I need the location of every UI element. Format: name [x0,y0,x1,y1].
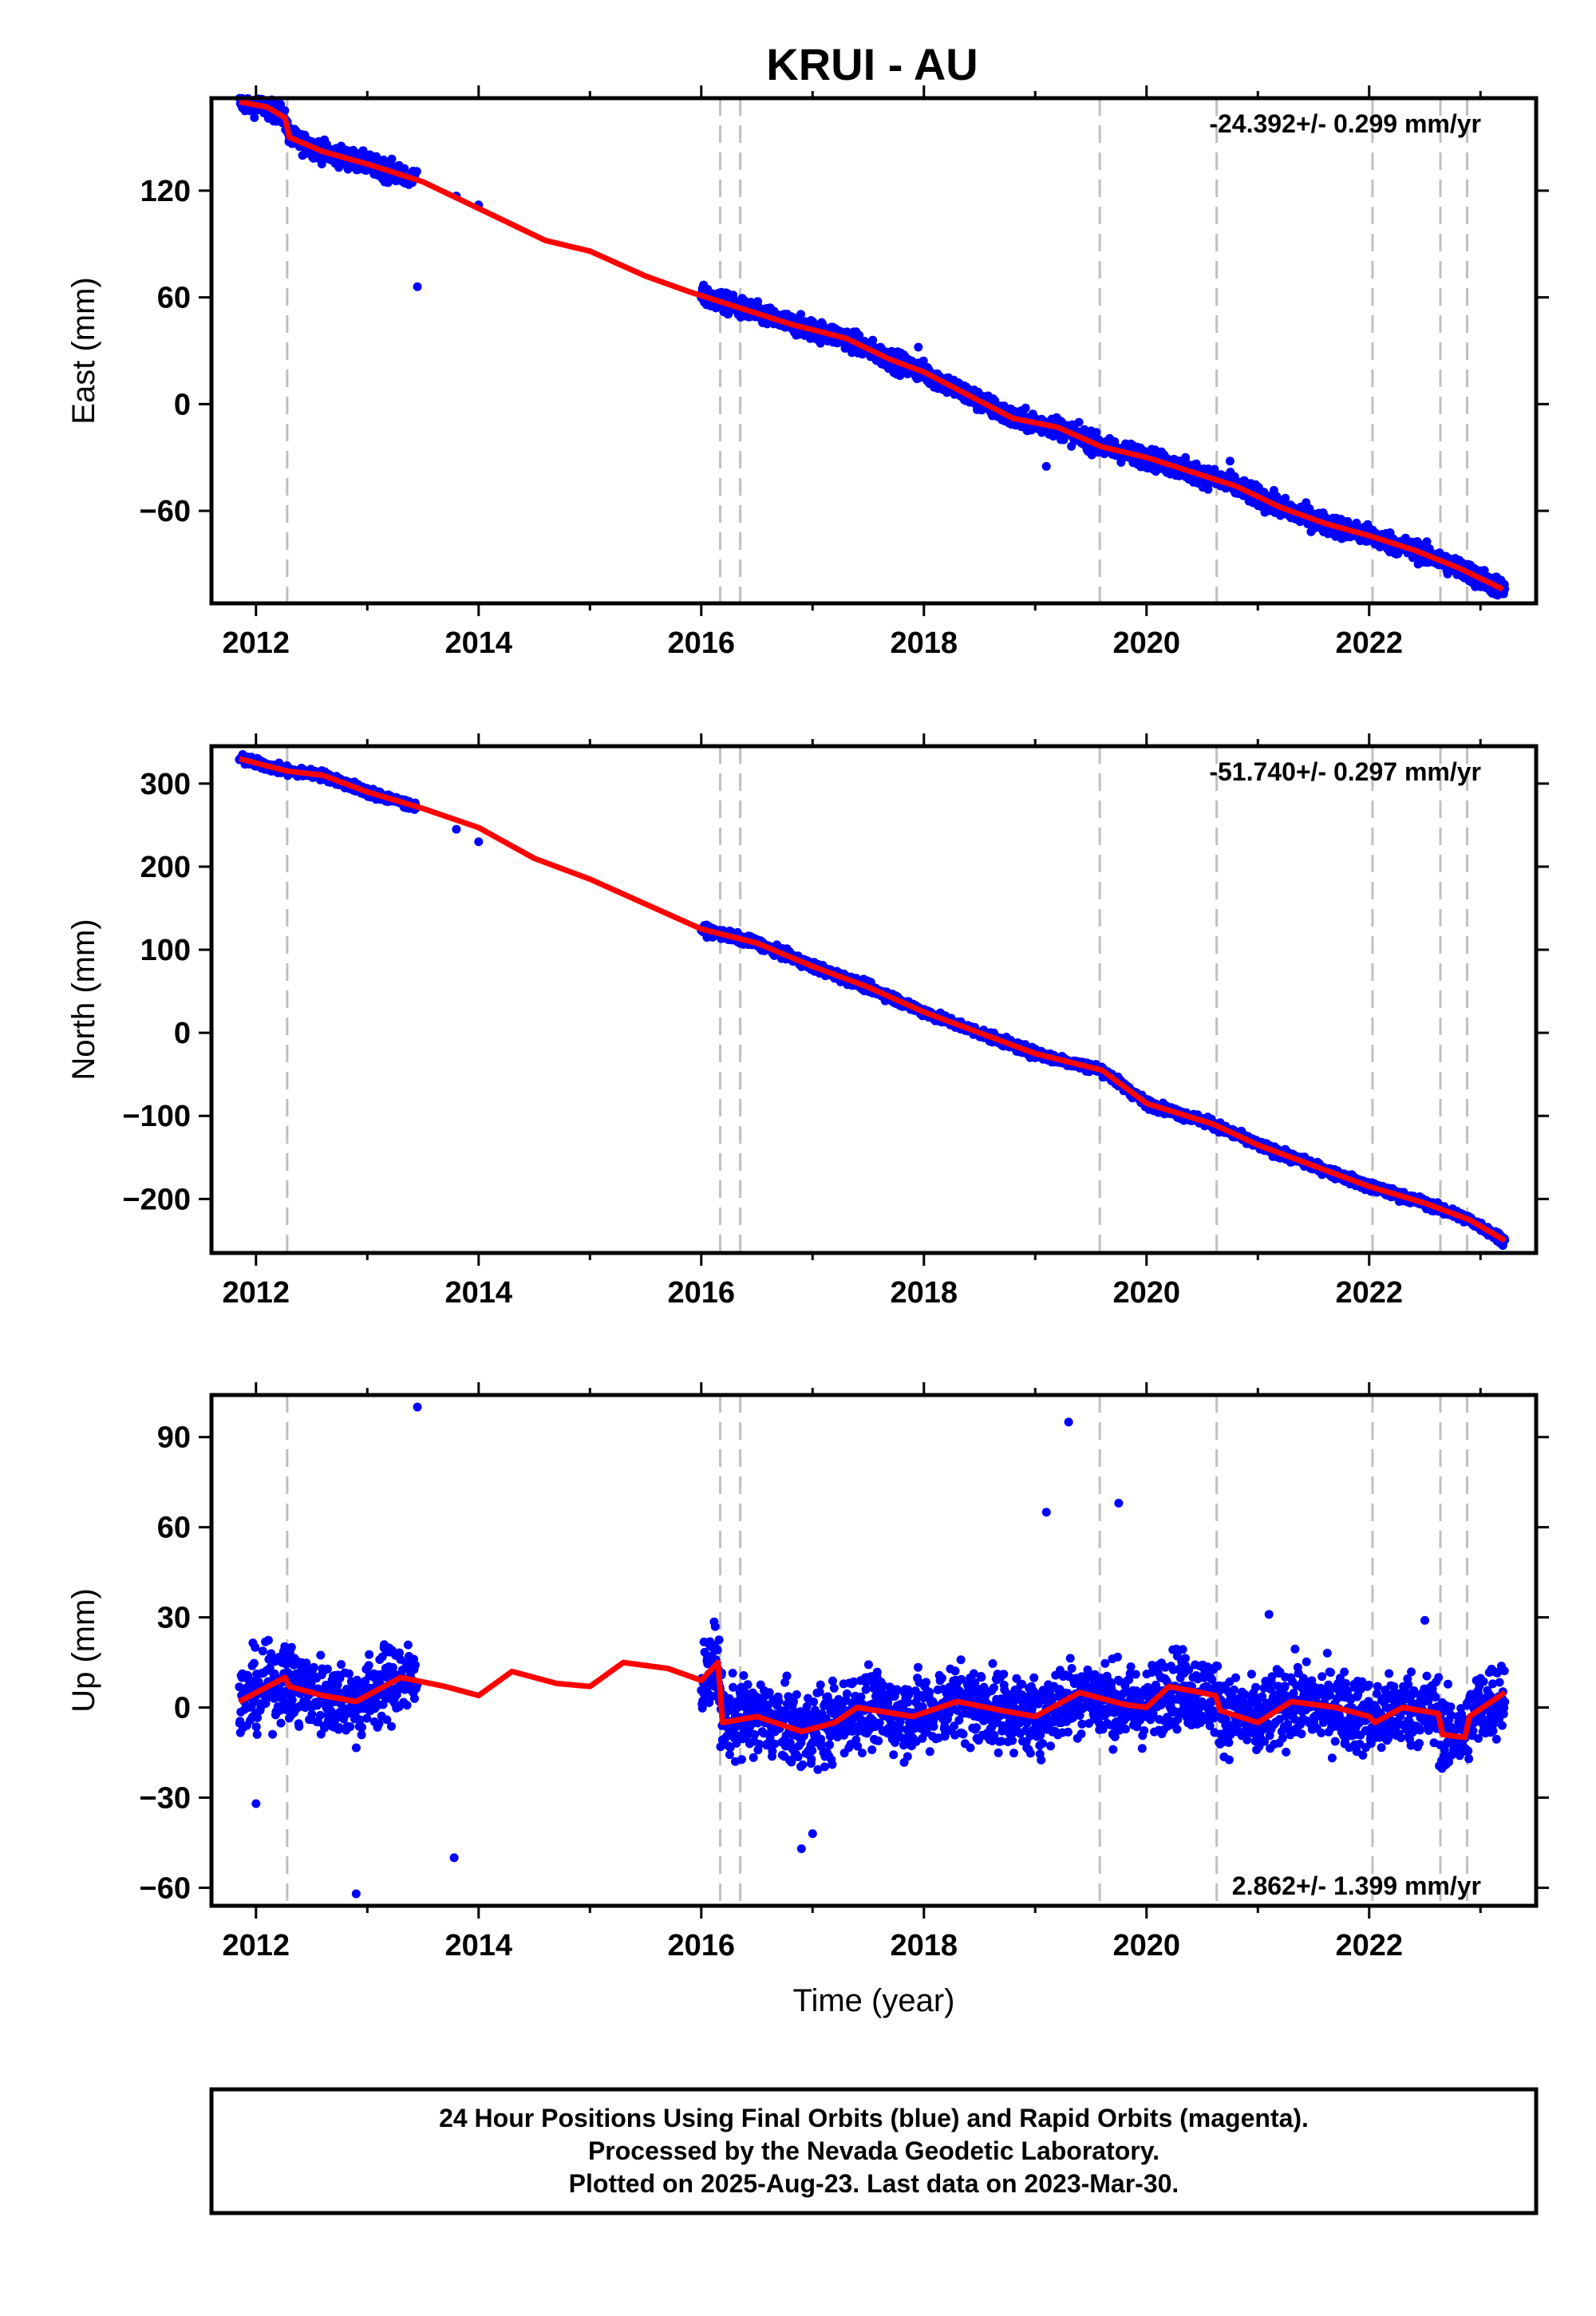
east-ytick-label: 120 [140,175,191,208]
north-points [235,749,1510,1251]
east-point [358,146,368,156]
east-rate-label: -24.392+/- 0.299 mm/yr [1209,109,1481,138]
east-outlier-point [914,342,923,352]
east-point [250,113,259,122]
east-point [1074,417,1084,427]
panels: 2012 2014 2016 2018 2020 2022 −60 0 60 120 East (m… [66,85,1549,2018]
east-ylabel: East (mm) [66,277,101,424]
east-point [868,335,878,345]
east-point [412,167,421,176]
chart-title: KRUI - AU [766,39,978,89]
east-outlier-point [1041,461,1051,471]
east-panel: 2012 2014 2016 2018 2020 2022 −60 0 60 120 East (m… [66,85,1549,660]
east-point [387,154,397,164]
east-ytick-label: 60 [157,282,191,315]
east-point [918,356,928,366]
east-xtick-label: 2014 [445,626,513,660]
east-point [276,100,286,109]
east-ytick-label: −60 [140,495,191,528]
east-outlier-point [1181,453,1191,462]
east-point [280,106,290,116]
east-xtick-label: 2020 [1112,626,1180,660]
east-xtick-label: 2022 [1335,626,1403,660]
east-xtick-label: 2018 [890,626,958,660]
east-xtick-label: 2016 [668,626,736,660]
east-outlier-point [413,282,422,291]
east-ytick-label: 0 [174,388,191,421]
east-point [1021,403,1030,413]
east-point [400,164,409,173]
north-panel: 2012 2014 2016 2018 2020 2022−200−10001002003… [66,733,1549,1310]
east-outlier-point [1225,456,1235,466]
east-xtick-label: 2012 [223,626,290,660]
east-point [796,310,805,319]
